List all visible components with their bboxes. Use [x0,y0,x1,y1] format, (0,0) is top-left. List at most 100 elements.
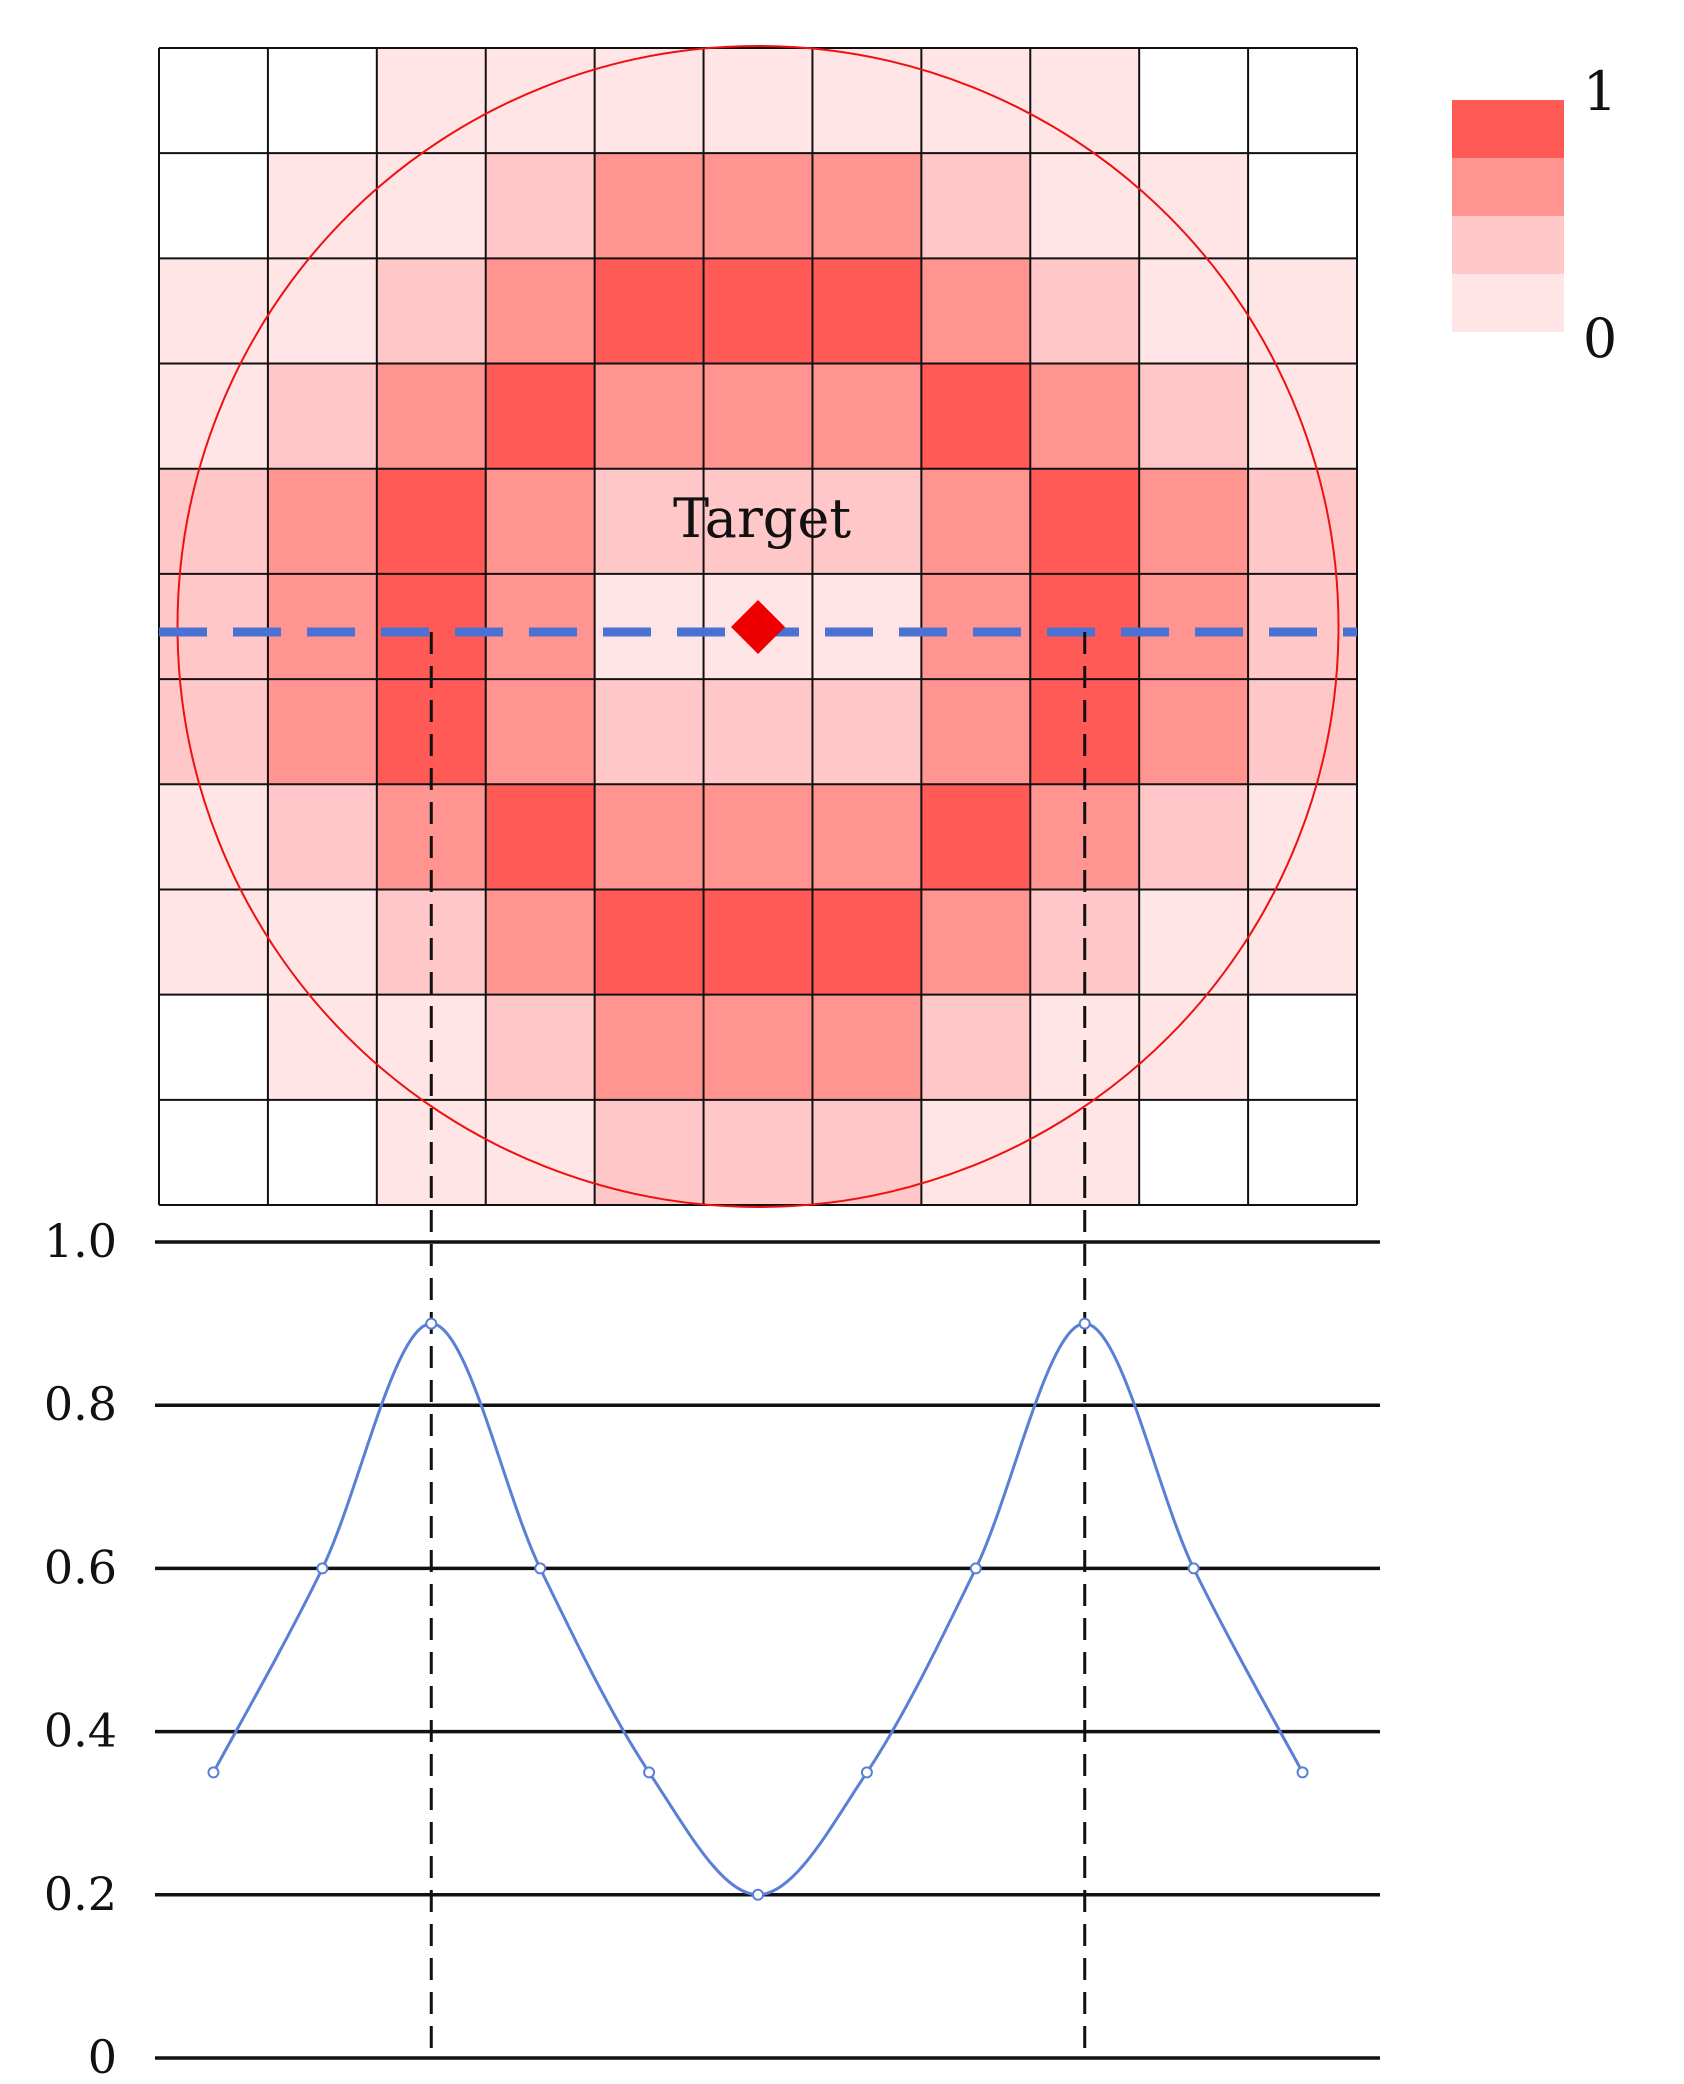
heatmap-cell [1030,153,1140,259]
heatmap-cell [1139,48,1249,154]
diamond-icon [731,600,785,654]
heatmap-cell [1248,573,1358,680]
heatmap-cell [812,258,922,365]
heatmap-cell [159,1099,269,1206]
heatmap-cell [159,468,269,575]
heatmap-cell [1248,679,1358,785]
heatmap-cell [159,48,269,154]
heatmap-cell [1248,784,1358,890]
heatmap-cell [812,153,922,259]
heatmap-cell [812,784,922,890]
heatmap-cell [376,363,487,470]
y-tick-label: 0 [88,2030,117,2084]
y-tick-label: 0.2 [44,1867,117,1921]
heatmap-cell [703,258,813,365]
heatmap-cell [1030,468,1140,575]
heatmap-cell [1030,363,1140,470]
data-point [643,1766,656,1779]
heatmap-cell [485,468,596,575]
heatmap-cell [703,889,813,996]
chart-gridlines [155,1240,1380,2060]
target-label: Target [673,487,851,550]
heatmap-cell [921,994,1031,1101]
data-point [969,1562,982,1575]
heatmap-cell [921,468,1031,575]
heatmap-cell [921,153,1031,259]
heatmap-cell [921,889,1031,996]
heatmap-cell [1248,153,1358,259]
heatmap-cell [594,679,705,785]
heatmap-cell [703,679,813,785]
heatmap-cell [485,48,596,154]
heatmap-cell [812,1099,922,1206]
heatmap-cell [921,48,1031,154]
heatmap-cell [159,889,269,996]
heatmap-cell [159,363,269,470]
heatmap-cell [1030,679,1140,785]
target-marker [731,600,785,654]
heatmap-cell [267,258,378,365]
heatmap-cell [921,1099,1031,1206]
heatmap-cell [1139,679,1249,785]
legend-min-label: 0 [1583,307,1617,370]
heatmap-cell [594,468,705,575]
heatmap-cell [1139,258,1249,365]
data-point [1078,1317,1091,1330]
range-circle [176,45,1340,1208]
heatmap-cell [921,784,1031,890]
heatmap-cell [703,48,813,154]
heatmap-cell [921,679,1031,785]
heatmap-cell [1139,573,1249,680]
heatmap-cell [1248,468,1358,575]
heatmap-cell [1248,1099,1358,1206]
circle-outline-icon [176,45,1340,1208]
heatmap-cell [485,153,596,259]
heatmap-cell [1248,889,1358,996]
heatmap-cell [376,468,487,575]
heatmap-cell [376,48,487,154]
heatmap-cell [1139,363,1249,470]
heatmap-cell [594,994,705,1101]
heatmap-cell [267,784,378,890]
data-point [207,1766,220,1779]
heatmap-cell [485,258,596,365]
heatmap-cell [159,573,269,680]
heatmap-cell [1030,48,1140,154]
y-tick-label: 0.4 [44,1704,117,1758]
heatmap-cell [594,784,705,890]
heatmap-cell [1248,363,1358,470]
y-tick-label: 0.8 [44,1377,117,1431]
heatmap-cell [812,363,922,470]
heatmap-cell [1139,1099,1249,1206]
heatmap-cell [159,994,269,1101]
heatmap-cell [159,679,269,785]
heatmap-cell [267,363,378,470]
chart-series [207,1317,1309,1901]
heatmap-cell [812,468,922,575]
heatmap-cell [376,679,487,785]
heatmap-cell [812,679,922,785]
heatmap-cell [594,889,705,996]
heatmap-cell [812,573,922,680]
heatmap-cell [485,363,596,470]
heatmap-cell [594,153,705,259]
heatmap-cell [485,679,596,785]
chart-y-tick-labels: 0 0.2 0.4 0.6 0.8 1.0 [44,1214,117,2084]
heatmap-cell [485,1099,596,1206]
heatmap-cell [1139,784,1249,890]
heatmap-cell [159,258,269,365]
data-point [1187,1562,1200,1575]
series-line [212,1322,1304,1897]
heatmap-cell [1030,573,1140,680]
heatmap-cell [921,258,1031,365]
heatmap-cell [921,573,1031,680]
data-point [316,1562,329,1575]
heatmap-cell [703,363,813,470]
heatmap-cell [1030,258,1140,365]
heatmap-cell [703,784,813,890]
heatmap-cell [1248,48,1358,154]
heatmap-cell [376,258,487,365]
heatmap-cell [594,258,705,365]
y-tick-label: 0.6 [44,1540,117,1594]
